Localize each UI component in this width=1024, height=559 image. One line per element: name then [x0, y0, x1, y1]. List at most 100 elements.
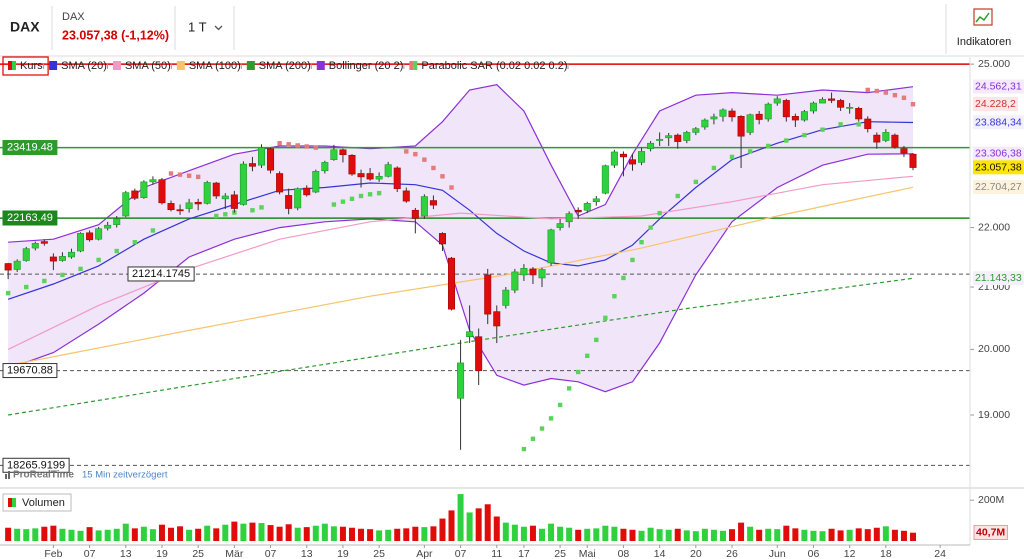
x-tick-label: 13 — [120, 548, 132, 559]
sar-dot — [440, 174, 445, 179]
candle-body — [710, 116, 718, 120]
sar-dot — [214, 213, 219, 219]
legend-swatch — [12, 61, 16, 70]
candle-body — [565, 213, 573, 223]
volume-bar — [231, 521, 238, 541]
y-tick-label: 20.000 — [978, 343, 1010, 355]
x-tick-label: 25 — [192, 548, 204, 559]
candle-body — [31, 243, 39, 249]
volume-bar — [620, 528, 627, 541]
volume-bar — [855, 528, 862, 541]
x-tick-label: 20 — [690, 548, 702, 559]
legend-divider — [43, 63, 45, 69]
candle-body — [601, 165, 609, 194]
sma-line — [7, 121, 914, 300]
volume-bar — [837, 530, 844, 541]
candle-body — [239, 163, 247, 205]
sar-dot — [621, 275, 626, 281]
sar-dot — [675, 193, 680, 199]
volume-bar — [348, 527, 355, 541]
sar-dot — [566, 386, 572, 391]
x-tick-label: 26 — [726, 548, 738, 559]
interval[interactable]: 1 T — [188, 19, 207, 34]
volume-bar — [529, 525, 536, 541]
x-tick-label: 18 — [880, 548, 892, 559]
x-tick-label: 25 — [554, 548, 566, 559]
candle-body — [728, 110, 736, 118]
sar-dot — [766, 143, 771, 149]
sar-dot — [557, 402, 563, 408]
volume-bar — [204, 525, 211, 541]
candle-body — [185, 202, 193, 209]
sar-dot — [539, 426, 545, 431]
candle-body — [420, 196, 428, 217]
volume-bar — [430, 526, 437, 541]
sar-dot — [78, 266, 83, 272]
candle-body — [493, 311, 501, 327]
volume-bar — [339, 526, 346, 541]
volume-bar — [819, 531, 826, 541]
volume-bar — [321, 523, 328, 541]
sar-dot — [250, 208, 255, 213]
volume-bar — [403, 528, 410, 541]
legend-swatch — [112, 61, 121, 70]
sar-dot — [639, 239, 644, 245]
sar-dot — [603, 315, 608, 321]
candle-body — [49, 256, 57, 262]
sar-dot — [114, 248, 119, 254]
x-tick-label: 19 — [156, 548, 168, 559]
volume-bar — [738, 522, 745, 541]
candle-body — [484, 274, 492, 315]
y-tick-label: 19.000 — [978, 409, 1010, 421]
label-box — [973, 180, 1024, 195]
volume-bar — [692, 531, 699, 541]
overlay-labels: 19.00020.00021.00022.00025.00023419.4822… — [2, 58, 1024, 473]
candle-body — [701, 119, 709, 128]
volume-bar — [909, 532, 916, 541]
sar-dot — [657, 210, 662, 216]
indicators-button[interactable]: Indikatoren — [957, 8, 1011, 48]
volume-bar — [267, 525, 274, 541]
x-tick-label: Mär — [225, 548, 244, 559]
sar-dot — [259, 205, 264, 210]
candle-body — [864, 118, 872, 129]
label-box — [973, 146, 1024, 161]
sar-dot — [612, 294, 617, 299]
candle-body — [846, 106, 854, 109]
legend-active-box — [2, 56, 49, 76]
volume-bar — [113, 528, 120, 541]
label-box — [973, 96, 1019, 111]
sar-dot — [521, 446, 527, 452]
sar-dot — [820, 127, 825, 132]
sar-dot — [168, 171, 174, 176]
candle-body — [638, 151, 646, 163]
sar-dot — [132, 239, 138, 245]
candle-body — [619, 153, 627, 158]
candle-body — [122, 192, 130, 217]
volume-bar — [864, 529, 871, 541]
sar-dot — [865, 87, 870, 93]
sar-dot — [277, 141, 282, 146]
volume-bar — [882, 526, 889, 541]
quote: 23.057,38 (-1,12%) — [62, 28, 169, 42]
x-tick-label: 25 — [373, 548, 385, 559]
level-label: 19670.88 — [7, 365, 53, 377]
candle-body — [4, 263, 12, 271]
volume-bar — [647, 527, 654, 541]
candle-body — [267, 148, 275, 171]
interval-dropdown[interactable]: 1 T — [188, 19, 223, 34]
volume-bar — [95, 530, 102, 541]
candle-body — [538, 269, 546, 279]
sar-dot — [24, 284, 29, 290]
legend: Kurs SMA (20) SMA (50) SMA (100) SMA (200) Bo… — [2, 56, 569, 76]
sar-dot — [349, 196, 355, 202]
volume-bar — [710, 529, 717, 541]
volume-bar — [593, 528, 600, 541]
axis-value-label: 23.057,38 — [975, 161, 1022, 173]
volume-bar — [131, 528, 138, 541]
volume-bar — [23, 529, 30, 541]
volume-bar — [367, 529, 374, 541]
button-label[interactable]: Indikatoren — [957, 36, 1011, 48]
volume-bar — [674, 528, 681, 541]
sma-line — [7, 186, 914, 367]
